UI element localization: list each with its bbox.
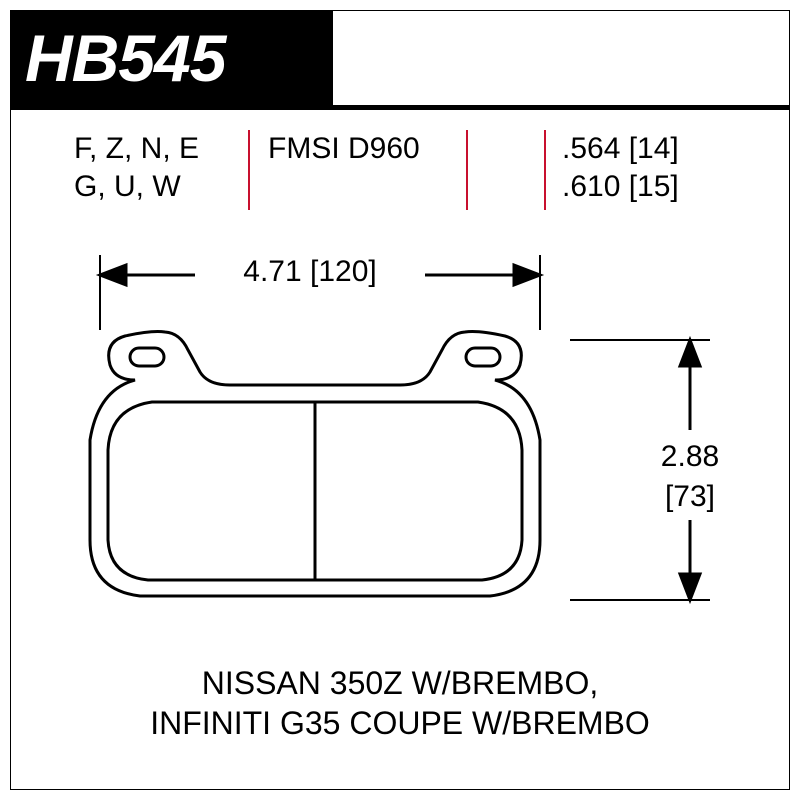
application-line1: NISSAN 350Z W/BREMBO, <box>0 665 800 702</box>
application-line2: INFINITI G35 COUPE W/BREMBO <box>0 705 800 742</box>
page: HB545 F, Z, N, E G, U, W FMSI D960 .564 … <box>0 0 800 800</box>
